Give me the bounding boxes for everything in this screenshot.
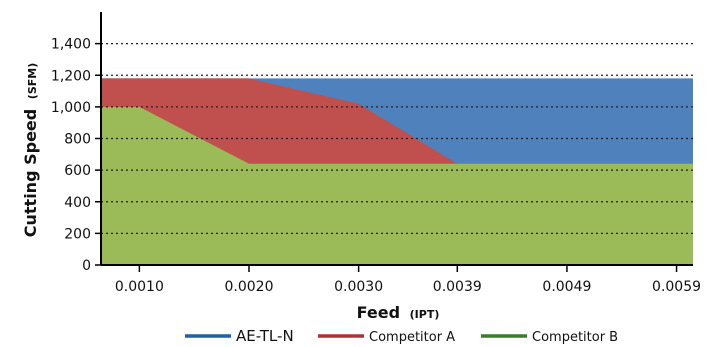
y-tick-label: 800: [64, 132, 91, 148]
x-axis-unit: (IPT): [410, 308, 440, 321]
gridlines: [101, 43, 693, 234]
y-tick-label: 200: [64, 226, 91, 242]
y-tick-label: 1,400: [51, 37, 91, 53]
y-tick-label: 1,200: [51, 68, 91, 84]
area-series-2: [101, 106, 693, 265]
y-tick-labels: 0 200 400 600 800 1,000 1,200 1,400: [51, 37, 91, 274]
x-tick-label: 0.0020: [225, 279, 274, 295]
x-tick-label: 0.0030: [334, 279, 383, 295]
x-tick-label: 0.0059: [652, 279, 701, 295]
y-axis-unit: (SFM): [26, 63, 39, 99]
legend-label-0: AE-TL-N: [236, 327, 294, 345]
x-axis-title-text: Feed: [357, 303, 400, 322]
y-tick-label: 0: [82, 258, 91, 274]
x-tick-label: 0.0039: [433, 279, 482, 295]
x-axis-title: Feed (IPT): [357, 303, 440, 322]
legend-label-1: Competitor A: [369, 330, 455, 345]
y-tick-label: 400: [64, 195, 91, 211]
y-tick-label: 600: [64, 163, 91, 179]
x-tick-label: 0.0010: [115, 279, 164, 295]
y-axis-title-text: Cutting Speed: [21, 109, 40, 237]
y-tick-label: 1,000: [51, 100, 91, 116]
legend-label-2: Competitor B: [532, 330, 618, 345]
x-tick-label: 0.0049: [542, 279, 591, 295]
x-tick-labels: 0.0010 0.0020 0.0030 0.0039 0.0049 0.0059: [115, 279, 701, 295]
legend: AE-TL-N Competitor A Competitor B: [185, 327, 618, 345]
y-axis-title: Cutting Speed (SFM): [21, 63, 40, 237]
axes: [95, 12, 693, 272]
plot-area: [101, 78, 693, 265]
